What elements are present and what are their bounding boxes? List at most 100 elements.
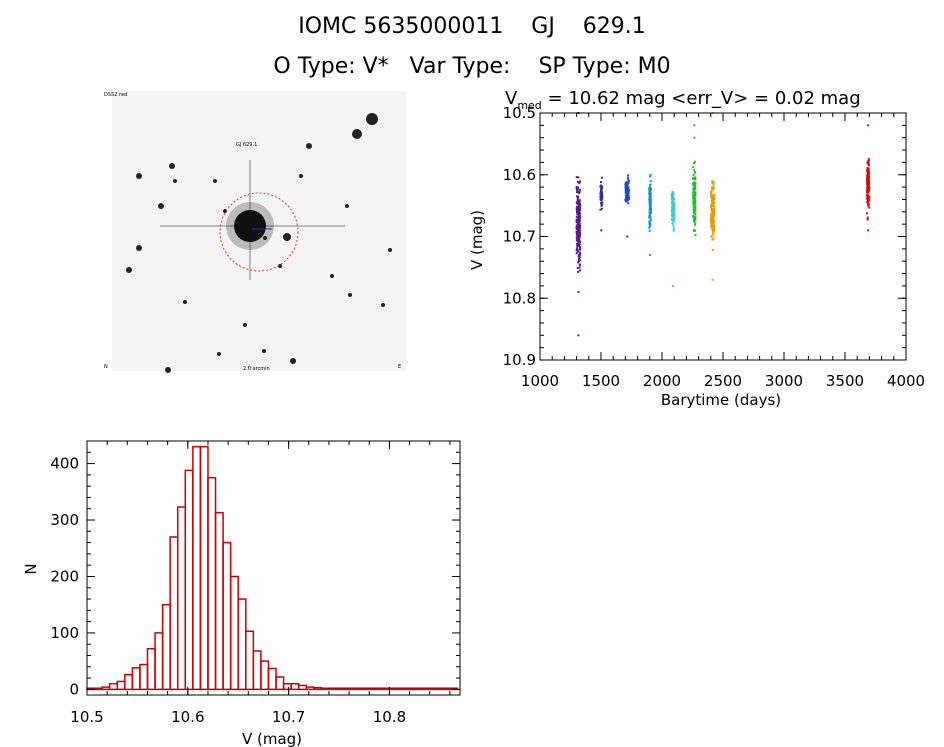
histogram-bar — [252, 650, 262, 691]
light-curve-point — [692, 188, 695, 191]
light-curve-point — [648, 216, 651, 219]
light-curve-point — [626, 181, 629, 184]
light-curve-point — [577, 230, 580, 233]
light-curve-point — [627, 189, 630, 192]
light-curve-point — [692, 201, 695, 204]
light-curve-point — [693, 169, 696, 172]
light-curve-point — [672, 203, 675, 206]
light-curve-axes: 1000 1500 2000 2500 3000 3500 4000 10.5 10.6 10.7… — [503, 104, 926, 390]
light-curve-point — [672, 197, 675, 200]
light-curve-point — [575, 248, 578, 251]
light-curve-point — [577, 334, 580, 337]
light-curve-point — [712, 230, 715, 233]
light-curve-ylabel: V (mag) — [468, 210, 486, 270]
light-curve-point — [867, 229, 870, 232]
histogram-bar — [222, 541, 232, 691]
background-star — [290, 358, 296, 364]
light-curve-point — [694, 209, 697, 212]
light-curve-point — [867, 164, 870, 167]
light-curve-point — [576, 239, 579, 242]
histogram-bar — [297, 684, 308, 691]
light-curve-point — [709, 191, 712, 194]
light-curve-point — [710, 209, 713, 212]
light-curve-point — [578, 243, 581, 246]
background-star — [348, 293, 352, 297]
background-star — [306, 143, 312, 149]
light-curve-xtick-label: 2500 — [704, 372, 742, 390]
histogram-bar — [426, 687, 436, 691]
light-curve-point — [713, 196, 716, 199]
light-curve-point — [579, 206, 582, 209]
light-curve-point — [712, 203, 715, 206]
light-curve-point — [649, 198, 652, 201]
light-curve-point — [578, 266, 581, 269]
light-curve-point — [648, 187, 651, 190]
light-curve-point — [693, 181, 696, 184]
light-curve-point — [709, 218, 712, 221]
light-curve-point — [575, 211, 578, 214]
light-curve-point — [576, 266, 579, 269]
light-curve-point — [649, 180, 652, 183]
light-curve-point — [579, 226, 582, 229]
light-curve-point — [712, 232, 715, 235]
light-curve-point — [670, 214, 673, 217]
histogram-bar — [313, 686, 323, 691]
light-curve-point — [649, 188, 652, 191]
light-curve-point — [867, 124, 870, 127]
light-curve-point — [693, 223, 696, 226]
light-curve-point — [600, 201, 603, 204]
light-curve-point — [649, 200, 652, 203]
light-curve-point — [578, 182, 581, 185]
light-curve-point — [577, 186, 580, 189]
histogram-bar — [146, 647, 156, 691]
light-curve-point — [626, 199, 629, 202]
light-curve-point — [578, 225, 581, 228]
light-curve-point — [867, 170, 870, 173]
background-star — [126, 267, 132, 273]
light-curve-point — [693, 176, 696, 179]
light-curve-point — [672, 193, 675, 196]
light-curve-point — [710, 190, 713, 193]
light-curve-point — [625, 185, 628, 188]
light-curve-point — [600, 193, 603, 196]
light-curve-point — [710, 196, 713, 199]
image-label-east: E — [398, 364, 401, 370]
light-curve-point — [709, 221, 712, 224]
light-curve-point — [599, 208, 602, 211]
light-curve-point — [575, 220, 578, 223]
light-curve-title: Vmed = 10.62 mag <err_V> = 0.02 mag — [505, 88, 861, 112]
light-curve-point — [578, 259, 581, 262]
light-curve-point — [671, 193, 674, 196]
light-curve-point — [648, 191, 651, 194]
histogram-bar — [93, 687, 103, 691]
light-curve-ytick-label: 10.9 — [503, 351, 536, 369]
light-curve-point — [575, 239, 578, 242]
light-curve-point — [627, 194, 630, 197]
histogram-bar — [124, 673, 134, 691]
histogram-axes: 10.5 10.6 10.7 10.8 0 100 200 300 400 — [50, 441, 460, 726]
light-curve-point — [671, 190, 674, 193]
light-curve-point — [710, 193, 713, 196]
light-curve-point — [627, 178, 630, 181]
light-curve-point — [627, 181, 630, 184]
background-star — [213, 179, 217, 183]
light-curve-point — [579, 212, 582, 215]
light-curve-point — [712, 195, 715, 198]
light-curve-point — [577, 223, 580, 226]
light-curve-point — [866, 167, 869, 170]
light-curve-point — [671, 219, 674, 222]
light-curve-point — [671, 202, 674, 205]
light-curve-point — [575, 215, 578, 218]
background-star — [330, 274, 334, 278]
light-curve-point — [648, 196, 651, 199]
light-curve-point — [576, 198, 579, 201]
light-curve-point — [576, 224, 579, 227]
histogram-bar — [411, 687, 421, 691]
light-curve-point — [867, 162, 870, 165]
light-curve-xtick-label: 1500 — [582, 372, 620, 390]
light-curve-point — [626, 194, 629, 197]
light-curve-point — [693, 160, 696, 163]
light-curve-point — [577, 225, 580, 228]
histogram-bar — [381, 687, 391, 691]
light-curve-point — [867, 184, 870, 187]
